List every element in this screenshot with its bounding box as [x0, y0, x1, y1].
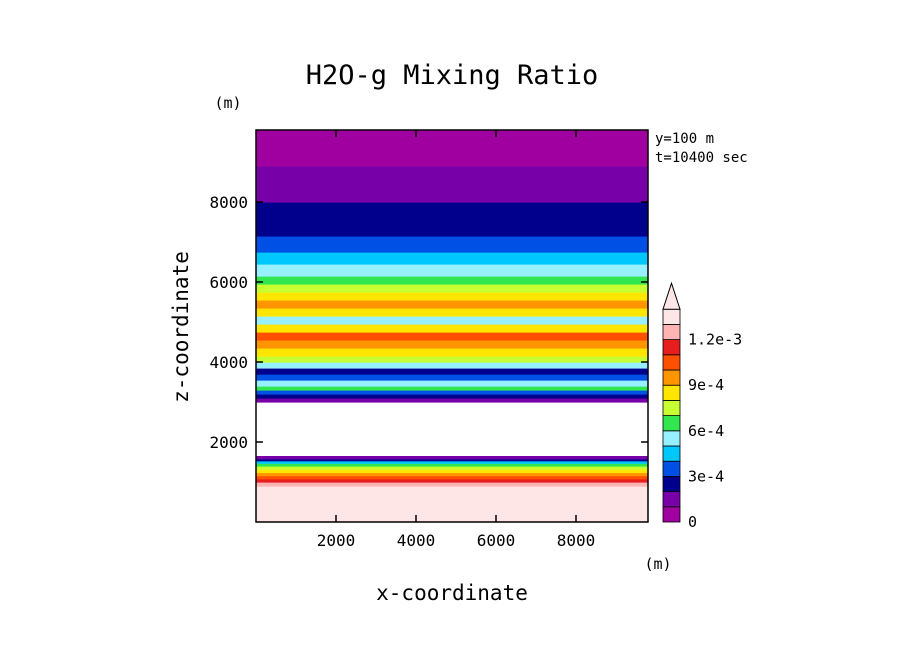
- contour-band-4: [256, 472, 648, 477]
- y-axis: 2000 4000 6000 8000: [209, 193, 648, 452]
- contour-band-1: [256, 482, 648, 487]
- info-line-1: y=100 m: [655, 131, 714, 147]
- contour-band-37: [256, 130, 648, 167]
- contour-band-14: [256, 386, 648, 391]
- contour-band-27: [256, 292, 648, 301]
- colorbar-extend-arrow: [662, 281, 681, 310]
- contour-band-7: [256, 463, 648, 467]
- contour-band-31: [256, 252, 648, 265]
- contour-band-10: [256, 456, 648, 460]
- contour-band-0: [256, 486, 648, 523]
- colorbar-segment-10: [662, 354, 681, 371]
- contour-band-15: [256, 380, 648, 387]
- colorbar-segment-6: [662, 415, 681, 432]
- y-tick-label-4000: 4000: [209, 353, 248, 372]
- contour-band-24: [256, 316, 648, 325]
- colorbar-label-1: 3e-4: [688, 467, 724, 485]
- colorbar-segment-8: [662, 384, 681, 401]
- contour-band-9: [256, 458, 648, 462]
- contour-band-18: [256, 362, 648, 369]
- plot-frame: [255, 129, 649, 523]
- chart-title: H2O-g Mixing Ratio: [306, 60, 599, 91]
- contour-band-30: [256, 264, 648, 277]
- contour-band-8: [256, 460, 648, 464]
- colorbar-segment-9: [662, 369, 681, 386]
- y-tick-label-8000: 8000: [209, 193, 248, 212]
- x-unit-label: (m): [644, 555, 671, 573]
- contour-band-22: [256, 332, 648, 341]
- contour-band-20: [256, 348, 648, 357]
- contour-band-16: [256, 374, 648, 381]
- contour-band-12: [256, 394, 648, 399]
- contour-band-23: [256, 324, 648, 333]
- y-unit-label: (m): [214, 94, 241, 112]
- contour-band-34: [256, 202, 648, 223]
- y-axis-title: z-coordinate: [169, 251, 193, 403]
- colorbar-label-4: 1.2e-3: [688, 331, 742, 349]
- plot-area: [256, 130, 648, 523]
- contour-band-19: [256, 356, 648, 363]
- contour-band-29: [256, 276, 648, 285]
- contour-band-11: [256, 398, 648, 403]
- x-axis: 2000 4000 6000 8000: [317, 130, 596, 550]
- x-tick-label-4000: 4000: [397, 531, 436, 550]
- y-tick-label-6000: 6000: [209, 273, 248, 292]
- colorbar-segment-4: [662, 445, 681, 462]
- x-axis-title: x-coordinate: [376, 581, 528, 605]
- contour-band-17: [256, 368, 648, 375]
- colorbar-segment-0: [662, 506, 681, 523]
- colorbar-segment-13: [662, 308, 681, 325]
- colorbar: [662, 281, 681, 523]
- colorbar-label-3: 9e-4: [688, 376, 724, 394]
- contour-band-2: [256, 478, 648, 483]
- colorbar-label-0: 0: [688, 513, 697, 531]
- colorbar-segment-12: [662, 323, 681, 340]
- colorbar-segment-11: [662, 339, 681, 356]
- contour-band-3: [256, 475, 648, 480]
- contour-band-36: [256, 166, 648, 183]
- info-line-2: t=10400 sec: [655, 150, 748, 166]
- contour-band-5: [256, 469, 648, 473]
- x-tick-label-8000: 8000: [557, 531, 596, 550]
- contour-band-32: [256, 236, 648, 253]
- colorbar-label-2: 6e-4: [688, 422, 724, 440]
- colorbar-segment-2: [662, 475, 681, 492]
- x-tick-label-2000: 2000: [317, 531, 356, 550]
- contour-band-21: [256, 340, 648, 349]
- colorbar-segment-7: [662, 399, 681, 416]
- contour-band-35: [256, 182, 648, 203]
- contour-band-26: [256, 300, 648, 309]
- contour-band-25: [256, 308, 648, 317]
- colorbar-segment-5: [662, 430, 681, 447]
- colorbar-labels: 0 3e-4 6e-4 9e-4 1.2e-3: [688, 331, 742, 531]
- contour-band-6: [256, 466, 648, 470]
- colorbar-segment-1: [662, 491, 681, 508]
- colorbar-segment-3: [662, 460, 681, 477]
- contour-band-33: [256, 222, 648, 237]
- contour-band-28: [256, 284, 648, 293]
- x-tick-label-6000: 6000: [477, 531, 516, 550]
- contour-band-13: [256, 390, 648, 395]
- y-tick-label-2000: 2000: [209, 433, 248, 452]
